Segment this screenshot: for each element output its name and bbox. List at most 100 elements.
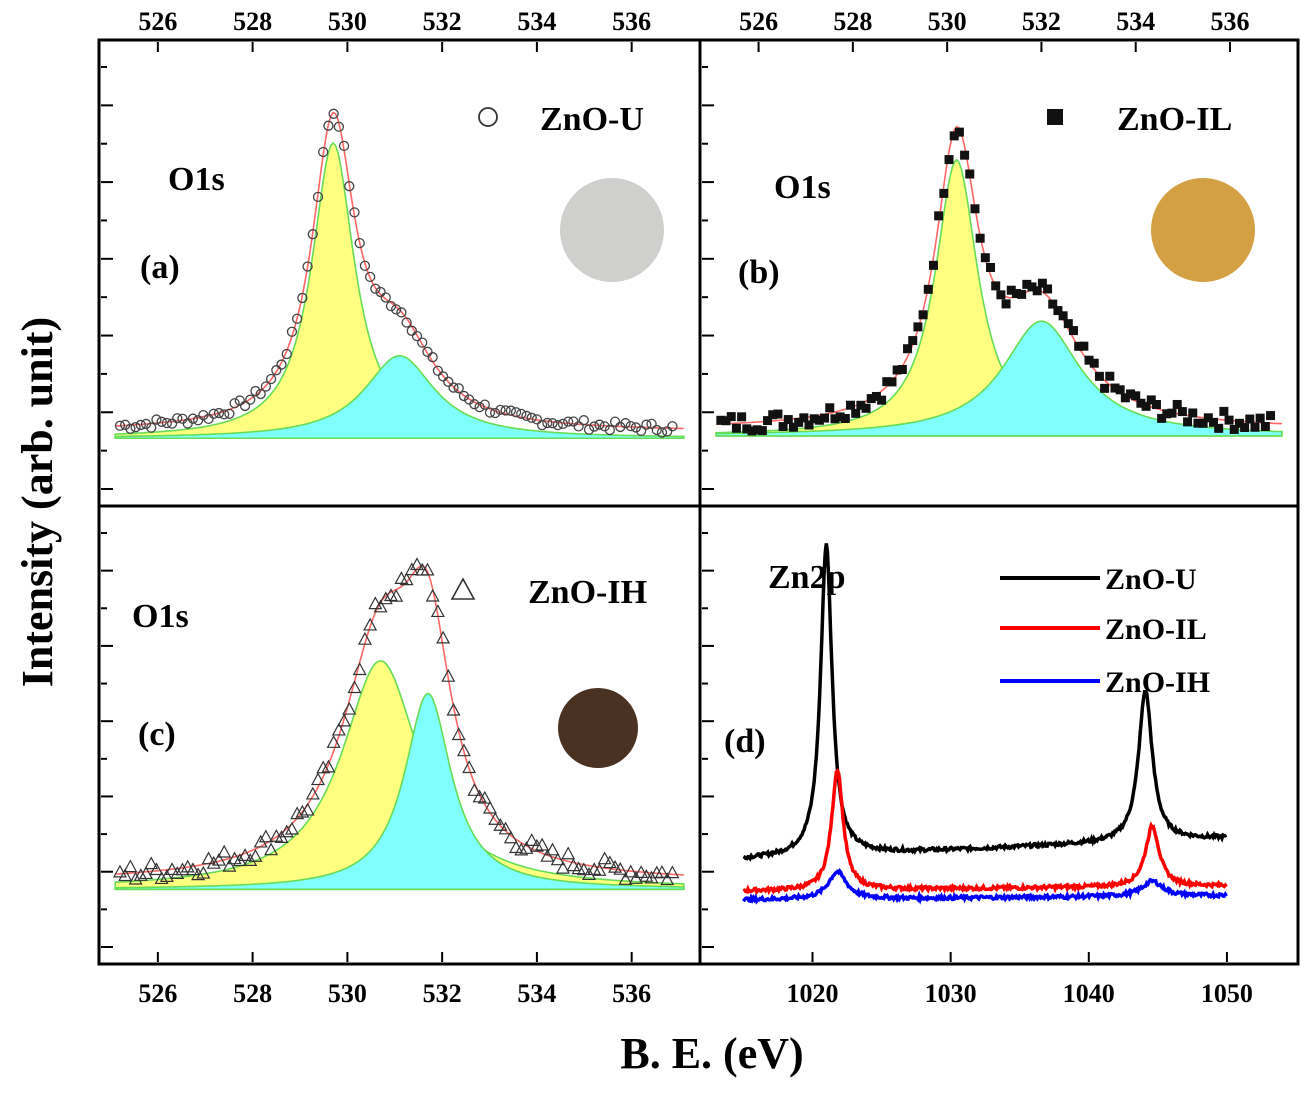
data-point bbox=[945, 155, 954, 164]
data-point bbox=[652, 426, 661, 435]
data-point bbox=[1152, 400, 1161, 409]
data-point bbox=[898, 365, 907, 374]
x-tick-label: 536 bbox=[612, 979, 651, 1008]
data-point bbox=[548, 419, 557, 428]
data-point bbox=[1116, 385, 1125, 394]
data-point bbox=[1245, 415, 1254, 424]
data-point bbox=[1105, 372, 1114, 381]
panel-d: 1020 1030 1040 1050ZnO-UZnO-ILZnO-IHZn2p(d) bbox=[702, 533, 1253, 1008]
data-point bbox=[965, 169, 974, 178]
panel-a: 526 528 530 532 534 536ZnO-UO1s(a) bbox=[101, 7, 684, 489]
data-point bbox=[480, 400, 489, 409]
x-tick-label: 528 bbox=[833, 7, 872, 36]
x-tick-label: 530 bbox=[328, 979, 367, 1008]
data-point bbox=[178, 414, 187, 423]
data-point bbox=[124, 861, 136, 872]
panel-label: (d) bbox=[724, 723, 766, 760]
xps-figure: 526 528 530 532 534 536ZnO-UO1s(a) 526 528 530 5… bbox=[0, 0, 1304, 1089]
data-point bbox=[996, 290, 1005, 299]
data-point bbox=[939, 189, 948, 198]
data-point bbox=[183, 419, 192, 428]
data-point bbox=[433, 366, 442, 375]
data-point bbox=[343, 703, 355, 714]
data-point bbox=[970, 204, 979, 213]
x-axis-label: B. E. (eV) bbox=[620, 1029, 803, 1078]
x-tick-label: 530 bbox=[928, 7, 967, 36]
data-point bbox=[1250, 423, 1259, 432]
panel-label: (b) bbox=[738, 254, 780, 291]
data-point bbox=[536, 839, 548, 850]
data-point bbox=[590, 422, 599, 431]
data-point bbox=[1266, 411, 1275, 420]
data-point bbox=[437, 632, 449, 643]
data-point bbox=[1059, 311, 1068, 320]
data-point bbox=[1240, 423, 1249, 432]
x-tick-label: 1040 bbox=[1063, 979, 1115, 1008]
data-point bbox=[491, 408, 500, 417]
data-point bbox=[225, 409, 234, 418]
sample-photo-disc bbox=[560, 178, 664, 282]
data-point bbox=[235, 396, 244, 405]
data-point bbox=[846, 401, 855, 410]
legend-label: ZnO-U bbox=[540, 101, 644, 138]
sample-photo-disc bbox=[1151, 178, 1255, 282]
data-point bbox=[574, 422, 583, 431]
data-point bbox=[562, 848, 574, 859]
data-point bbox=[908, 336, 917, 345]
x-tick-label: 534 bbox=[517, 979, 556, 1008]
core-level-label: O1s bbox=[774, 169, 831, 206]
data-point bbox=[732, 424, 741, 433]
x-tick-label: 534 bbox=[517, 7, 556, 36]
data-point bbox=[913, 322, 922, 331]
data-point bbox=[1002, 299, 1011, 308]
data-point bbox=[1225, 416, 1234, 425]
data-point bbox=[841, 414, 850, 423]
data-point bbox=[955, 128, 964, 137]
data-point bbox=[1261, 422, 1270, 431]
legend-marker bbox=[479, 108, 497, 126]
data-point bbox=[260, 831, 272, 842]
legend-label: ZnO-IH bbox=[528, 574, 647, 611]
core-level-label: O1s bbox=[132, 598, 189, 635]
data-point bbox=[1256, 414, 1265, 423]
data-point bbox=[251, 387, 260, 396]
data-point bbox=[329, 109, 338, 118]
data-point bbox=[230, 399, 239, 408]
x-tick-label: 530 bbox=[328, 7, 367, 36]
panel-c: 526 528 530 532 534 536 ZnO-IH O1s (c) bbox=[101, 533, 684, 1008]
x-tick-label: 526 bbox=[138, 979, 177, 1008]
panel-label: (a) bbox=[140, 249, 180, 286]
data-point bbox=[538, 421, 547, 430]
x-tick-label: 528 bbox=[233, 7, 272, 36]
data-point bbox=[981, 253, 990, 262]
data-point bbox=[960, 151, 969, 160]
data-point bbox=[1069, 326, 1078, 335]
data-point bbox=[1188, 408, 1197, 417]
data-point bbox=[820, 414, 829, 423]
data-point bbox=[727, 412, 736, 421]
x-tick-label: 526 bbox=[739, 7, 778, 36]
data-point bbox=[668, 422, 677, 431]
core-level-label: O1s bbox=[168, 161, 225, 198]
data-point bbox=[579, 416, 588, 425]
data-point bbox=[991, 281, 1000, 290]
data-point bbox=[569, 417, 578, 426]
x-tick-label: 528 bbox=[233, 979, 272, 1008]
data-point bbox=[381, 293, 390, 302]
data-point bbox=[585, 425, 594, 434]
sample-photo-disc bbox=[558, 688, 638, 768]
legend-label: ZnO-U bbox=[1105, 563, 1197, 596]
data-point bbox=[924, 285, 933, 294]
data-point bbox=[1090, 359, 1099, 368]
core-level-label: Zn2p bbox=[768, 559, 846, 596]
data-point bbox=[145, 858, 157, 869]
data-point bbox=[851, 409, 860, 418]
data-point bbox=[1017, 290, 1026, 299]
data-point bbox=[512, 408, 521, 417]
data-point bbox=[825, 403, 834, 412]
data-point bbox=[1043, 284, 1052, 293]
data-point bbox=[877, 396, 886, 405]
data-point bbox=[1100, 384, 1109, 393]
series-line-zno-il bbox=[743, 771, 1226, 892]
data-point bbox=[929, 261, 938, 270]
